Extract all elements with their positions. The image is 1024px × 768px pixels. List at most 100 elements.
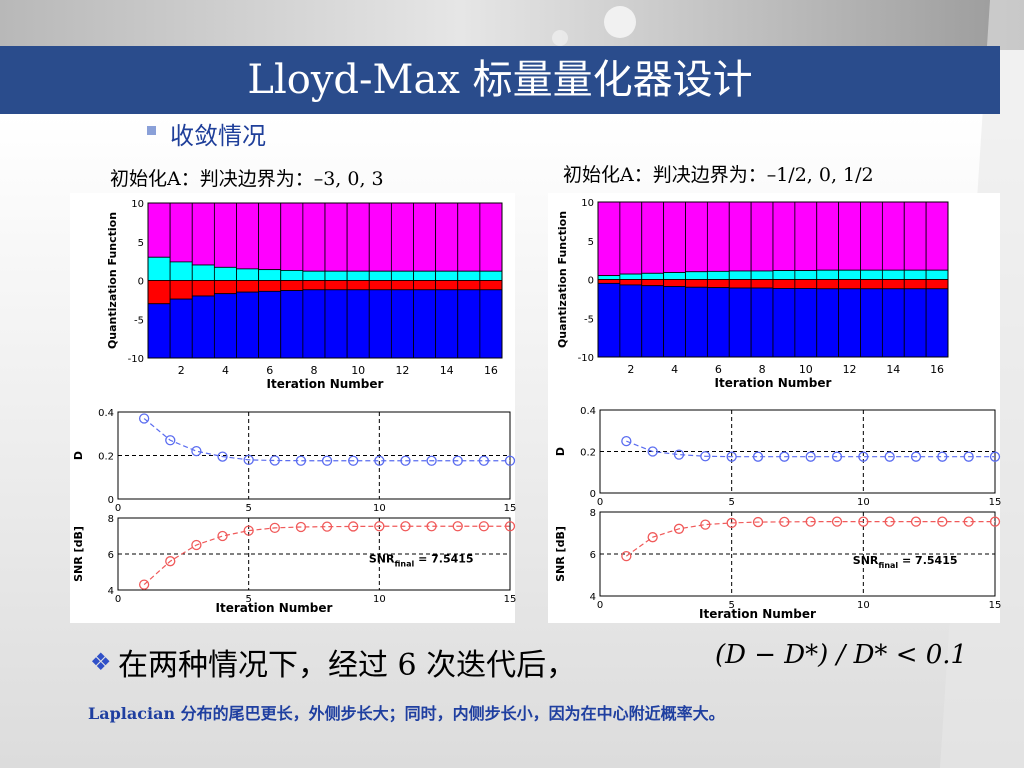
- right-SNR-point-1: [621, 550, 632, 562]
- title-bar: [0, 46, 1000, 114]
- right-SNR-xlabel: Iteration Number: [699, 607, 816, 621]
- left-D-ytick: 0.4: [98, 408, 114, 419]
- left-quantization-bar-7-seg-0: [280, 202, 304, 271]
- right-quantization-bar-2-seg-0: [619, 201, 643, 275]
- left-SNR-xtick: 10: [373, 594, 386, 605]
- convergence-formula: (D − D*) / D* < 0.1: [715, 640, 968, 670]
- right-quantization-bar-15-seg-2: [903, 279, 927, 290]
- right-quantization-bar-11-seg-1: [816, 269, 840, 280]
- right-quantization-ylabel: Quantization Function: [556, 211, 569, 348]
- left-quantization-xtick: 14: [440, 364, 454, 377]
- left-SNR-point-1: [138, 579, 150, 590]
- left-quantization-ytick: -5: [134, 315, 144, 326]
- left-quantization-bar-10-seg-3: [346, 289, 370, 359]
- left-D-xtick: 15: [504, 503, 517, 514]
- right-quantization-ytick: -5: [584, 314, 594, 325]
- left-quantization-bar-5-seg-0: [236, 202, 260, 270]
- right-quantization-bar-16-seg-2: [925, 279, 949, 290]
- left-SNR-ytick: 8: [108, 514, 114, 525]
- right-quantization-bar-10-seg-0: [794, 201, 818, 271]
- right-quantization-bar-2-seg-3: [619, 284, 643, 358]
- right-quantization-bar-4-seg-3: [663, 286, 686, 358]
- left-SNR-xlabel: Iteration Number: [216, 601, 333, 615]
- right-quantization-bar-16-seg-1: [925, 269, 949, 280]
- left-quantization-bar-5-seg-1: [236, 268, 260, 281]
- right-SNR-point-8: [805, 516, 816, 527]
- left-SNR-point-8: [321, 521, 333, 532]
- laplacian-note: Laplacian 分布的尾巴更长，外侧步长大；同时，内侧步长小，因为在中心附近…: [88, 704, 725, 723]
- left-D-point-4: [217, 451, 228, 462]
- left-SNR-point-14: [478, 521, 490, 532]
- left-D-point-3: [191, 445, 202, 457]
- left-SNR-point-7: [295, 521, 307, 533]
- init-label-right: 初始化A：判决边界为：–1/2, 0, 1/2: [563, 164, 874, 186]
- left-quantization-bar-16-seg-2: [479, 280, 503, 291]
- right-quantization-bar-13-seg-1: [860, 269, 883, 280]
- right-quantization-bar-1-seg-3: [597, 282, 621, 358]
- left-quantization-bar-4-seg-1: [213, 266, 237, 281]
- right-quantization-bar-13-seg-3: [860, 288, 883, 358]
- left-quantization-bar-13-seg-0: [413, 202, 437, 272]
- right-D-point-12: [910, 451, 922, 462]
- right-D-point-10: [858, 451, 869, 462]
- left-SNR-xtick: 5: [245, 594, 251, 605]
- right-quantization-bar-4-seg-1: [663, 272, 686, 280]
- left-SNR-point-6: [269, 522, 280, 534]
- right-quantization-frame: [597, 201, 949, 358]
- right-quantization-bar-11-seg-2: [816, 279, 840, 290]
- left-quantization-bar-2-seg-2: [169, 280, 193, 300]
- right-quantization-bar-1-seg-0: [597, 201, 621, 277]
- right-quantization-bar-16-seg-0: [925, 201, 949, 271]
- right-D-xtick: 15: [989, 497, 1002, 508]
- right-quantization-xtick: 14: [886, 363, 900, 376]
- right-D-point-6: [752, 451, 764, 462]
- left-quantization-bar-13-seg-3: [413, 289, 437, 359]
- left-quantization-bar-11-seg-1: [368, 270, 392, 281]
- right-quantization-xtick: 8: [759, 363, 766, 376]
- left-quantization-xtick: 6: [266, 364, 273, 377]
- right-quantization-xtick: 4: [671, 363, 678, 376]
- left-quantization-bar-16-seg-0: [479, 202, 503, 272]
- bullet-heading: 收敛情况: [170, 122, 266, 150]
- left-quantization-bar-4-seg-2: [213, 280, 237, 295]
- right-quantization-bar-3-seg-1: [641, 272, 665, 280]
- left-quantization-bar-16-seg-1: [479, 270, 503, 281]
- right-SNR-ytick: 6: [590, 550, 596, 561]
- left-quantization-bar-3-seg-3: [191, 295, 215, 359]
- left-D-series-line: [143, 418, 510, 462]
- right-quantization-bar-5-seg-1: [685, 271, 708, 280]
- left-SNR-ytick: 4: [108, 586, 114, 597]
- left-quantization-bar-11-seg-0: [368, 202, 392, 272]
- left-SNR-point-15: [504, 521, 516, 532]
- right-quantization-bar-5-seg-2: [685, 279, 708, 288]
- left-quantization-xtick: 4: [222, 364, 229, 377]
- right-SNR-point-3: [673, 523, 685, 534]
- right-D-point-1: [621, 435, 632, 447]
- left-quantization-bar-12-seg-1: [390, 270, 414, 281]
- right-SNR-annotation: SNRfinal = 7.5415: [853, 554, 958, 570]
- right-SNR-xtick: 15: [989, 600, 1002, 611]
- left-D-point-11: [400, 455, 411, 466]
- right-quantization-ytick: 5: [588, 237, 594, 248]
- left-quantization-bar-9-seg-3: [324, 289, 348, 359]
- right-D-point-15: [989, 451, 1001, 462]
- left-quantization-bar-1-seg-2: [147, 280, 171, 305]
- right-quantization-bar-12-seg-0: [838, 201, 861, 271]
- right-quantization-bar-14-seg-1: [881, 269, 905, 280]
- left-quantization-bar-1-seg-0: [147, 202, 171, 258]
- right-quantization-bar-6-seg-2: [706, 279, 730, 289]
- left-quantization-bar-12-seg-0: [390, 202, 414, 272]
- left-quantization-ytick: 5: [138, 238, 144, 249]
- right-SNR-ytick: 8: [590, 508, 596, 519]
- right-quantization-bar-9-seg-0: [772, 201, 796, 271]
- conclusion-text: 在两种情况下，经过 6 次迭代后，: [118, 648, 577, 683]
- left-quantization-ylabel: Quantization Function: [106, 212, 119, 349]
- left-quantization-bar-9-seg-1: [324, 270, 348, 281]
- left-D-xtick: 10: [373, 503, 386, 514]
- right-quantization-bar-6-seg-1: [706, 270, 730, 280]
- left-SNR-xtick: 0: [115, 594, 121, 605]
- right-quantization-bar-14-seg-0: [881, 201, 905, 271]
- right-quantization-xtick: 2: [627, 363, 634, 376]
- right-quantization-xtick: 12: [843, 363, 857, 376]
